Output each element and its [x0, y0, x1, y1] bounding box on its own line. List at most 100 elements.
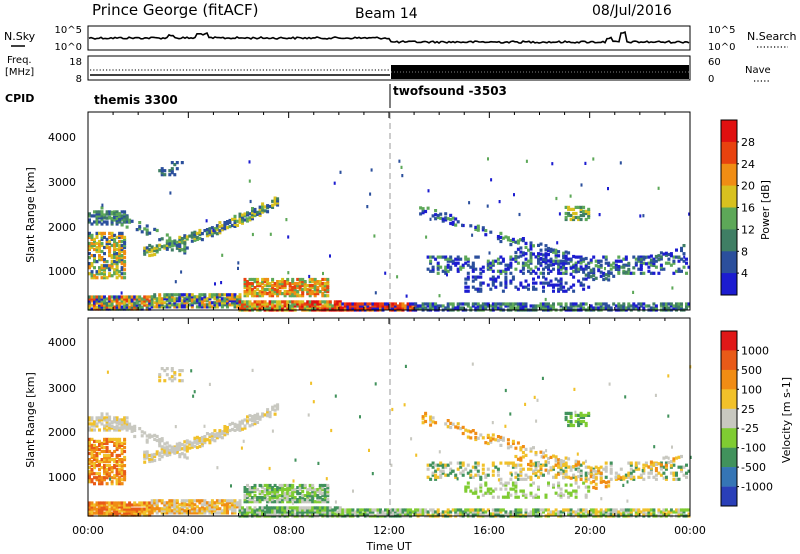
- heatmap-cell: [95, 260, 99, 264]
- heatmap-cell: [544, 508, 548, 512]
- heatmap-cell: [685, 475, 688, 479]
- heatmap-cell: [145, 438, 149, 442]
- heatmap-cell: [386, 306, 390, 310]
- heatmap-cell: [589, 472, 593, 476]
- heatmap-cell: [312, 400, 315, 404]
- heatmap-cell: [677, 510, 681, 514]
- heatmap-cell: [158, 299, 162, 303]
- heatmap-cell: [178, 509, 182, 513]
- heatmap-cell: [348, 508, 352, 512]
- heatmap-cell: [115, 455, 119, 460]
- heatmap-cell: [592, 255, 596, 259]
- heatmap-cell: [103, 272, 106, 276]
- heatmap-cell: [411, 306, 415, 310]
- heatmap-cell: [218, 303, 222, 307]
- heatmap-cell: [93, 466, 96, 470]
- heatmap-cell: [223, 431, 227, 435]
- heatmap-cell: [266, 210, 270, 214]
- heatmap-cell: [514, 240, 518, 244]
- heatmap-cell: [108, 301, 112, 305]
- heatmap-cell: [120, 421, 124, 425]
- heatmap-cell: [677, 465, 681, 469]
- heatmap-cell: [572, 207, 576, 211]
- heatmap-cell: [296, 510, 300, 514]
- heatmap-cell: [178, 237, 182, 242]
- heatmap-cell: [425, 235, 428, 239]
- heatmap-cell: [120, 235, 124, 239]
- heatmap-cell: [511, 439, 515, 443]
- heatmap-cell: [143, 250, 147, 254]
- heatmap-cell: [629, 512, 633, 516]
- heatmap-cell: [529, 477, 533, 481]
- heatmap-cell: [562, 259, 566, 263]
- heatmap-cell: [537, 464, 540, 468]
- heatmap-cell: [516, 247, 520, 251]
- heatmap-cell: [637, 475, 641, 479]
- heatmap-cell: [113, 254, 117, 258]
- heatmap-cell: [348, 510, 352, 514]
- heatmap-cell: [587, 274, 591, 278]
- heatmap-cell: [524, 263, 528, 267]
- heatmap-cell: [501, 257, 505, 261]
- heatmap-cell: [93, 237, 96, 241]
- heatmap-cell: [198, 232, 202, 237]
- heatmap-cell: [118, 443, 122, 447]
- heatmap-cell: [115, 437, 119, 441]
- heatmap-cell: [444, 218, 448, 222]
- heatmap-cell: [429, 417, 433, 421]
- heatmap-cell: [532, 277, 535, 281]
- heatmap-cell: [474, 431, 478, 435]
- heatmap-cell: [123, 262, 127, 266]
- heatmap-cell: [592, 271, 596, 275]
- heatmap-cell: [652, 261, 656, 265]
- heatmap-cell: [180, 379, 184, 383]
- heatmap-cell: [316, 306, 320, 310]
- heatmap-cell: [579, 415, 583, 419]
- heatmap-cell: [552, 283, 555, 287]
- heatmap-cell: [175, 447, 179, 452]
- heatmap-cell: [180, 293, 184, 297]
- heatmap-cell: [542, 510, 545, 514]
- heatmap-cell: [248, 506, 252, 510]
- heatmap-cell: [118, 428, 122, 432]
- heatmap-cell: [258, 483, 262, 488]
- heatmap-cell: [185, 439, 189, 443]
- heatmap-cell: [584, 277, 588, 281]
- heatmap-cell: [98, 474, 101, 478]
- heatmap-cell: [98, 299, 101, 303]
- heatmap-cell: [599, 274, 603, 278]
- heatmap-cell: [474, 287, 478, 291]
- heatmap-cell: [521, 302, 525, 306]
- heatmap-cell: [607, 484, 611, 488]
- heatmap-cell: [612, 274, 616, 278]
- heatmap-cell: [208, 509, 212, 513]
- heatmap-cell: [258, 508, 262, 512]
- heatmap-cell: [223, 425, 227, 429]
- heatmap-cell: [258, 417, 262, 421]
- heatmap-cell: [261, 496, 265, 500]
- heatmap-cell: [163, 450, 167, 454]
- heatmap-cell: [173, 371, 177, 375]
- heatmap-cell: [471, 275, 475, 279]
- heatmap-cell: [529, 247, 533, 251]
- heatmap-cell: [233, 509, 237, 513]
- heatmap-cell: [524, 447, 528, 451]
- heatmap-cell: [203, 499, 207, 503]
- heatmap-cell: [165, 367, 169, 371]
- heatmap-cell: [459, 302, 463, 306]
- heatmap-cell: [318, 300, 322, 304]
- heatmap-cell: [183, 509, 187, 513]
- heatmap-cell: [150, 434, 154, 438]
- heatmap-cell: [236, 505, 239, 509]
- heatmap-cell: [296, 302, 300, 306]
- heatmap-cell: [431, 420, 435, 424]
- heatmap-cell: [311, 302, 315, 306]
- heatmap-cell: [562, 493, 566, 497]
- heatmap-cell: [672, 510, 676, 514]
- heatmap-cell: [123, 420, 127, 424]
- heatmap-cell: [98, 501, 101, 505]
- heatmap-cell: [504, 235, 508, 239]
- heatmap-cell: [178, 245, 182, 249]
- heatmap-cell: [241, 419, 244, 423]
- heatmap-cell: [316, 280, 320, 284]
